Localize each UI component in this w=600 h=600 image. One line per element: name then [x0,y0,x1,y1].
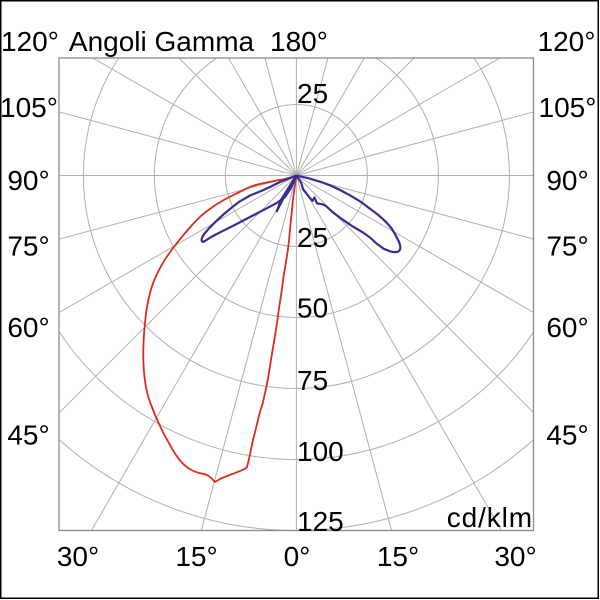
svg-text:15°: 15° [377,541,419,572]
svg-text:25: 25 [297,78,328,109]
svg-text:45°: 45° [7,420,49,451]
svg-text:45°: 45° [546,420,588,451]
svg-text:0°: 0° [284,541,311,572]
svg-text:30°: 30° [494,541,536,572]
svg-text:120°: 120° [538,26,596,57]
svg-text:15°: 15° [175,541,217,572]
svg-text:125: 125 [297,506,344,537]
svg-text:60°: 60° [7,312,49,343]
svg-text:105°: 105° [0,92,58,123]
svg-text:Angoli Gamma: Angoli Gamma [69,26,255,57]
svg-text:75°: 75° [7,231,49,262]
svg-text:180°: 180° [270,26,328,57]
svg-text:120°: 120° [1,26,59,57]
svg-text:50: 50 [297,293,328,324]
svg-text:75: 75 [297,365,328,396]
svg-text:75°: 75° [546,231,588,262]
svg-text:90°: 90° [7,165,49,196]
svg-text:100: 100 [297,436,344,467]
svg-text:cd/klm: cd/klm [447,502,533,533]
svg-text:30°: 30° [57,541,99,572]
svg-text:60°: 60° [546,312,588,343]
svg-text:105°: 105° [539,92,597,123]
svg-text:90°: 90° [546,165,588,196]
svg-text:25: 25 [297,222,328,253]
